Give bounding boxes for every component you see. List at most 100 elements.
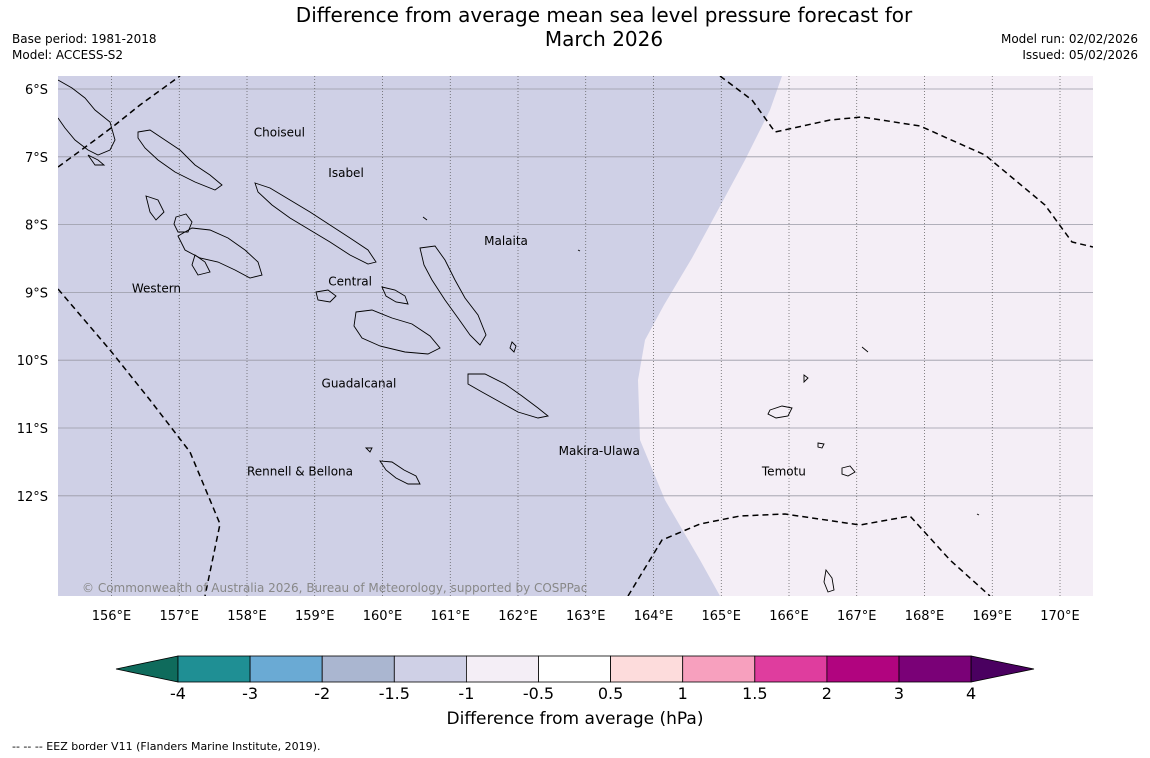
copyright-text: © Commonwealth of Australia 2026, Bureau…	[82, 581, 587, 595]
footnote: -- -- -- EEZ border V11 (Flanders Marine…	[12, 740, 321, 753]
colorbar-swatch	[826, 655, 900, 683]
colorbar-tick-label: 1.5	[742, 684, 767, 703]
issued-date: Issued: 05/02/2026	[1022, 48, 1138, 62]
island-anuta	[823, 568, 835, 593]
longitude-tick-label: 160°E	[363, 609, 403, 624]
island-reef-islands	[803, 374, 809, 384]
island-sikaiana	[577, 249, 581, 252]
colorbar-tick-label: -0.5	[523, 684, 554, 703]
latitude-tick-label: 6°S	[25, 83, 48, 98]
colorbar-swatch	[898, 655, 972, 683]
eez-borders	[58, 76, 1093, 596]
island-duff	[861, 346, 869, 353]
eez-border-south	[627, 513, 991, 596]
island-choiseul	[137, 129, 223, 191]
colorbar-swatch	[538, 655, 611, 683]
longitude-tick-label: 168°E	[905, 609, 945, 624]
longitude-tick-label: 162°E	[498, 609, 538, 624]
title-line-1: Difference from average mean sea level p…	[295, 3, 913, 27]
island-ndende	[767, 405, 793, 419]
island-vanikoro	[841, 465, 856, 477]
region-labels: Choiseul Isabel Malaita Western Central Guada…	[132, 125, 806, 478]
map-area: Choiseul Isabel Malaita Western Central Guada…	[58, 76, 1093, 596]
island-nggela	[381, 286, 409, 305]
island-ulawa	[509, 341, 517, 353]
colorbar-tick-label: 3	[894, 684, 904, 703]
island-guadalcanal	[353, 309, 441, 355]
island-ranongga	[145, 195, 165, 221]
colorbar-swatch	[321, 655, 395, 683]
region-label: Central	[328, 275, 372, 289]
model-run: Model run: 02/02/2026	[1000, 32, 1138, 46]
colorbar-tick-label: -2	[314, 684, 330, 703]
region-label: Isabel	[328, 166, 363, 180]
island-vella-lavella	[173, 213, 193, 233]
model-name: Model: ACCESS-S2	[12, 48, 124, 62]
colorbar-tick-label: 1	[678, 684, 688, 703]
longitude-tick-label: 161°E	[430, 609, 470, 624]
west-anomaly-zone	[58, 76, 782, 596]
region-label: Choiseul	[254, 125, 305, 139]
colorbar-swatch	[393, 655, 467, 683]
longitude-tick-label: 170°E	[1040, 609, 1080, 624]
island-tikopia	[976, 513, 980, 516]
map-title: Difference from average mean sea level p…	[250, 3, 958, 51]
meta-right: Model run: 02/02/2026 Issued: 05/02/2026	[1001, 31, 1138, 63]
longitude-tick-label: 156°E	[92, 609, 132, 624]
meta-left: Base period: 1981-2018 Model: ACCESS-S2	[12, 31, 157, 63]
longitude-tick-label: 165°E	[701, 609, 741, 624]
longitude-tick-label: 169°E	[972, 609, 1012, 624]
colorbar: -4 -3 -2 -1.5 -1 -0.5 0.5 1 1.5 2 3 4	[115, 655, 1035, 703]
colorbar-swatch	[465, 655, 539, 683]
longitude-tick-label: 159°E	[295, 609, 335, 624]
island-savo-florida	[315, 289, 337, 303]
longitude-tick-label: 164°E	[634, 609, 674, 624]
island-rendova	[191, 254, 211, 276]
region-label: Western	[132, 281, 181, 295]
colorbar-swatch	[249, 655, 323, 683]
latitude-tick-label: 11°S	[17, 422, 48, 437]
longitude-tick-label: 158°E	[227, 609, 267, 624]
island-bougainville	[58, 79, 116, 156]
latitude-tick-label: 9°S	[25, 286, 48, 301]
colorbar-title: Difference from average (hPa)	[446, 709, 704, 729]
islands	[58, 79, 980, 593]
colorbar-high-extend	[970, 655, 1035, 683]
region-label: Rennell & Bellona	[247, 464, 353, 478]
colorbar-tick-label: 0.5	[598, 684, 623, 703]
island-rennell	[379, 460, 421, 485]
title-line-2: March 2026	[544, 27, 664, 51]
island-malaita	[419, 245, 487, 346]
island-shortlands	[87, 154, 106, 166]
colorbar-tick-label: -1	[458, 684, 474, 703]
colorbar-tick-label: -3	[242, 684, 258, 703]
colorbar-tick-label: -4	[170, 684, 186, 703]
longitude-tick-label: 163°E	[566, 609, 606, 624]
latitude-tick-label: 7°S	[25, 151, 48, 166]
island-bellona	[364, 447, 373, 453]
eez-border-north	[58, 76, 181, 168]
island-utupua	[817, 442, 825, 449]
eez-border-west	[58, 288, 221, 596]
latitude-tick-label: 10°S	[17, 354, 48, 369]
region-label: Makira-Ulawa	[559, 444, 640, 458]
colorbar-swatch	[610, 655, 684, 683]
colorbar-tick-label: 4	[966, 684, 976, 703]
latitude-tick-label: 8°S	[25, 219, 48, 234]
colorbar-swatch	[754, 655, 828, 683]
longitude-tick-label: 166°E	[769, 609, 809, 624]
latitude-tick-label: 12°S	[17, 490, 48, 505]
region-label: Guadalcanal	[322, 376, 397, 390]
graticule	[58, 76, 1093, 596]
island-isabel	[254, 182, 377, 265]
longitude-labels: 156°E 157°E 158°E 159°E 160°E 161°E 162°E 163°E…	[92, 609, 1080, 624]
colorbar-swatch	[177, 655, 251, 683]
region-label: Malaita	[484, 234, 528, 248]
island-ontong-java	[422, 216, 428, 221]
base-period: Base period: 1981-2018	[12, 32, 157, 46]
longitude-tick-label: 167°E	[837, 609, 877, 624]
colorbar-swatch	[682, 655, 756, 683]
colorbar-low-extend	[115, 655, 179, 683]
island-makira	[467, 373, 550, 419]
